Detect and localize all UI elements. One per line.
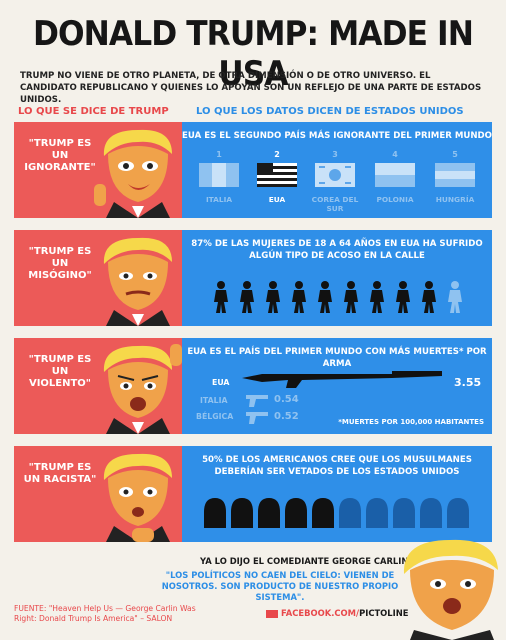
trump-caricature-icon — [103, 237, 172, 326]
fact-text: EUA ES EL PAÍS DEL PRIMER MUNDO CON MÁS … — [187, 347, 487, 369]
quote-text: "TRUMP ES UN IGNORANTE" — [24, 138, 96, 173]
pistol-icon — [246, 395, 268, 407]
column-heading-right: LO QUE LOS DATOS DICEN DE ESTADOS UNIDOS — [196, 106, 464, 117]
fact-text: 87% DE LAS MUJERES DE 18 A 64 AÑOS EN EU… — [191, 239, 483, 261]
pictoline-logo-icon — [266, 609, 278, 618]
woman-figure-icon — [422, 281, 436, 313]
poland-flag-icon — [375, 163, 415, 187]
fact-panel: 50% DE LOS AMERICANOS CREE QUE LOS MUSUL… — [182, 446, 492, 542]
person-silhouette-icon — [285, 498, 307, 528]
footer-speaker: GEORGE CARLIN: — [332, 556, 412, 566]
person-silhouette-icon — [366, 498, 388, 528]
country-label: HUNGRÍA — [435, 195, 475, 204]
woman-figure-icon — [318, 281, 332, 313]
quote-text: "TRUMP ES UN MISÓGINO" — [28, 246, 92, 281]
ranking-item: 5 HUNGRÍA — [426, 150, 484, 204]
stat-country-usa: EUA — [212, 378, 230, 387]
row-racist: "TRUMP ES UN RACISTA" 50% DE LOS AMERICA… — [14, 446, 492, 542]
person-silhouette-icon — [420, 498, 442, 528]
footer-quote: "LOS POLÍTICOS NO CAEN DEL CIELO: VIENEN… — [161, 570, 399, 602]
country-label: POLONIA — [376, 195, 414, 204]
rank-number: 3 — [332, 150, 338, 159]
row-misogynist: "TRUMP ES UN MISÓGINO" 87% DE LAS MUJERE… — [14, 230, 492, 326]
source-credit: FUENTE: "Heaven Help Us — George Carlin … — [14, 604, 196, 623]
fact-panel: EUA ES EL PAÍS DEL PRIMER MUNDO CON MÁS … — [182, 338, 492, 434]
muslims-banned-pictogram — [204, 498, 469, 528]
quote-panel: "TRUMP ES UN MISÓGINO" — [14, 230, 182, 326]
woman-figure-icon — [344, 281, 358, 313]
fact-text: 50% DE LOS AMERICANOS CREE QUE LOS MUSUL… — [202, 455, 472, 477]
page-title: DONALD TRUMP: MADE IN USA — [32, 14, 474, 94]
quote-text: "TRUMP ES UN VIOLENTO" — [28, 354, 92, 389]
country-label: COREA DEL SUR — [311, 195, 359, 213]
ranking-item: 2 EUA — [248, 150, 306, 204]
footnote: *MUERTES POR 100,000 HABITANTES — [338, 418, 484, 426]
trump-caricature-icon — [403, 539, 498, 640]
south-korea-flag-icon — [315, 163, 355, 187]
stat-value-usa: 3.55 — [454, 376, 482, 389]
quote-panel: "TRUMP ES UN RACISTA" — [14, 446, 182, 542]
italy-flag-icon — [199, 163, 239, 187]
person-silhouette-icon — [204, 498, 226, 528]
ranking-item: 3 COREA DEL SUR — [306, 150, 364, 213]
fact-text: EUA ES EL SEGUNDO PAÍS MÁS IGNORANTE DEL… — [182, 131, 492, 141]
woman-figure-icon — [448, 281, 462, 313]
quote-panel: "TRUMP ES UN VIOLENTO" — [14, 338, 182, 434]
footer-intro-text: YA LO DIJO EL COMEDIANTE — [200, 556, 330, 566]
facebook-prefix: FACEBOOK.COM/ — [281, 608, 360, 618]
ranking-item: 1 ITALIA — [190, 150, 248, 204]
column-heading-left: LO QUE SE DICE DE TRUMP — [18, 106, 169, 117]
rank-number: 1 — [216, 150, 222, 159]
woman-figure-icon — [214, 281, 228, 313]
pistol-icon — [246, 412, 268, 424]
rifle-icon — [242, 371, 442, 388]
person-silhouette-icon — [231, 498, 253, 528]
trump-caricature-icon — [103, 453, 172, 542]
rank-number: 2 — [274, 150, 280, 159]
footer-intro: YA LO DIJO EL COMEDIANTE GEORGE CARLIN: — [200, 556, 412, 566]
fact-panel: EUA ES EL SEGUNDO PAÍS MÁS IGNORANTE DEL… — [182, 122, 492, 218]
page-subtitle: TRUMP NO VIENE DE OTRO PLANETA, DE OTRA … — [20, 71, 482, 105]
women-harassed-pictogram — [214, 281, 462, 313]
trump-caricature-icon — [103, 344, 182, 434]
country-label: EUA — [268, 195, 286, 204]
person-silhouette-icon — [447, 498, 469, 528]
woman-figure-icon — [292, 281, 306, 313]
woman-figure-icon — [240, 281, 254, 313]
rank-number: 4 — [392, 150, 398, 159]
row-ignorant: "TRUMP ES UN IGNORANTE" EUA ES EL SEGUND… — [14, 122, 492, 218]
rank-number: 5 — [452, 150, 458, 159]
woman-figure-icon — [396, 281, 410, 313]
facebook-link[interactable]: FACEBOOK.COM/PICTOLINE — [266, 608, 408, 618]
fact-panel: 87% DE LAS MUJERES DE 18 A 64 AÑOS EN EU… — [182, 230, 492, 326]
person-silhouette-icon — [258, 498, 280, 528]
facebook-brand: PICTOLINE — [359, 608, 409, 618]
stat-value-italy: 0.54 — [274, 394, 299, 405]
usa-flag-icon — [257, 163, 297, 187]
person-silhouette-icon — [312, 498, 334, 528]
quote-panel: "TRUMP ES UN IGNORANTE" — [14, 122, 182, 218]
quote-text: "TRUMP ES UN RACISTA" — [23, 462, 97, 485]
person-silhouette-icon — [339, 498, 361, 528]
woman-figure-icon — [266, 281, 280, 313]
country-label: ITALIA — [205, 195, 233, 204]
ranking-item: 4 POLONIA — [366, 150, 424, 204]
row-violent: "TRUMP ES UN VIOLENTO" EUA ES EL PAÍS DE… — [14, 338, 492, 434]
stat-country-italy: ITALIA — [200, 396, 228, 405]
person-silhouette-icon — [393, 498, 415, 528]
woman-figure-icon — [370, 281, 384, 313]
hungary-flag-icon — [435, 163, 475, 187]
stat-value-belgium: 0.52 — [274, 411, 299, 422]
stat-country-belgium: BÉLGICA — [196, 412, 234, 421]
ranking-list: 1 ITALIA 2 EUA 3 COREA DEL SUR 4 POLONIA… — [190, 150, 486, 216]
trump-caricature-icon — [94, 129, 172, 218]
